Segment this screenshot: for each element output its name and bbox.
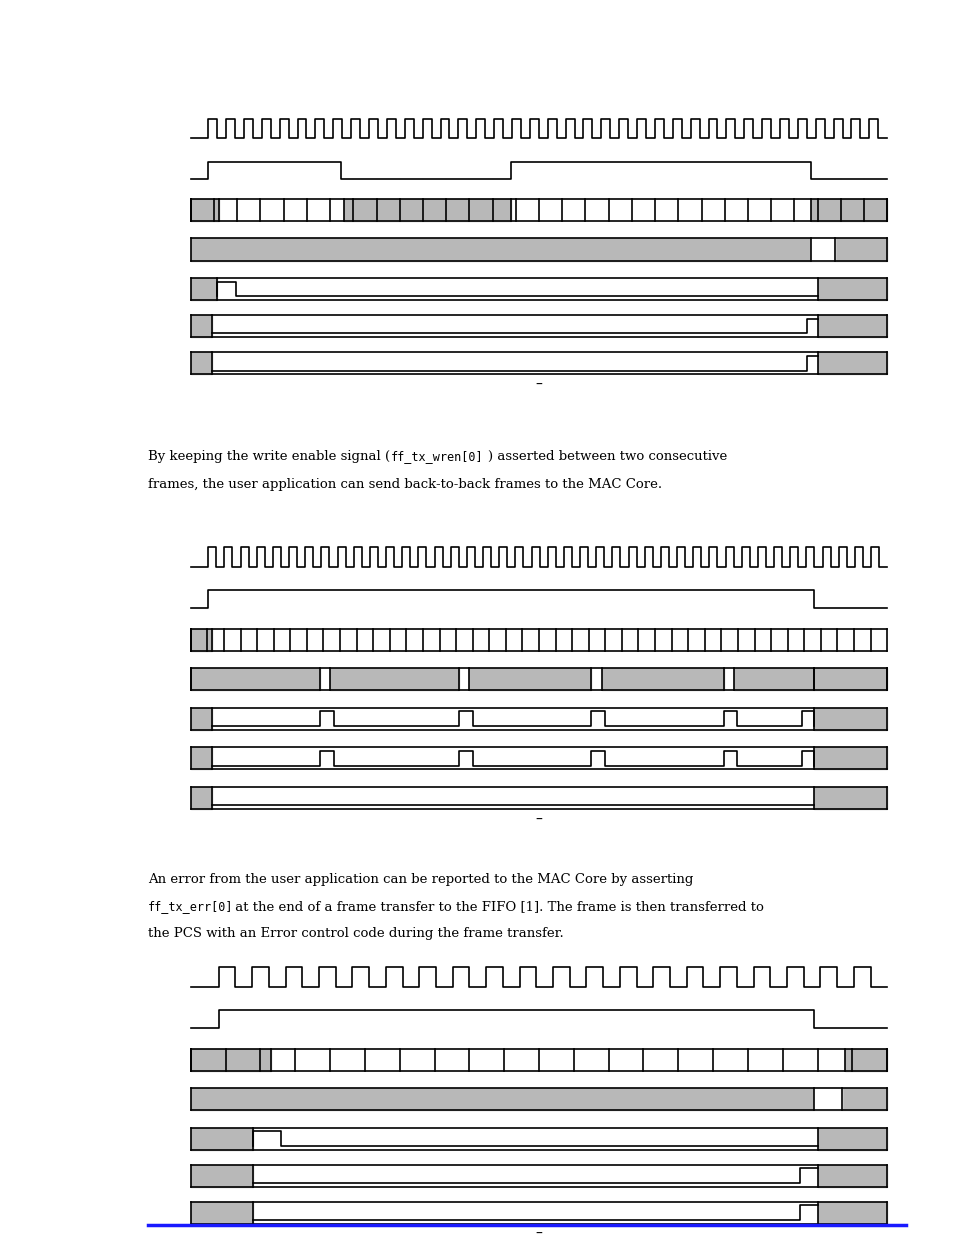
Bar: [191, 708, 212, 730]
Bar: [813, 747, 886, 769]
Bar: [191, 629, 212, 651]
Text: By keeping the write enable signal (: By keeping the write enable signal (: [148, 451, 390, 463]
Text: An error from the user application can be reported to the MAC Core by asserting: An error from the user application can b…: [148, 873, 693, 885]
Bar: [191, 315, 212, 337]
Bar: [469, 668, 591, 690]
Bar: [191, 199, 886, 221]
Bar: [817, 352, 886, 374]
Text: –: –: [535, 378, 542, 393]
Bar: [191, 629, 886, 651]
Text: –: –: [535, 1226, 542, 1235]
Bar: [813, 1088, 841, 1110]
Bar: [191, 787, 212, 809]
Bar: [191, 1165, 253, 1187]
Bar: [810, 199, 886, 221]
Bar: [191, 668, 319, 690]
Bar: [817, 1202, 886, 1224]
Text: –: –: [535, 813, 542, 827]
Bar: [813, 708, 886, 730]
Bar: [191, 1049, 271, 1071]
Bar: [191, 1049, 886, 1071]
Bar: [191, 747, 212, 769]
Bar: [191, 199, 218, 221]
Bar: [191, 1202, 253, 1224]
Text: ff_tx_err[0]: ff_tx_err[0]: [148, 900, 233, 913]
Text: frames, the user application can send back-to-back frames to the MAC Core.: frames, the user application can send ba…: [148, 478, 661, 490]
Bar: [191, 1128, 253, 1150]
Bar: [191, 668, 886, 690]
Bar: [191, 352, 212, 374]
Bar: [817, 1128, 886, 1150]
Text: ff_tx_wren[0]: ff_tx_wren[0]: [391, 451, 483, 463]
Bar: [810, 238, 834, 261]
Bar: [191, 1088, 886, 1110]
Bar: [344, 199, 511, 221]
Bar: [817, 278, 886, 300]
Bar: [813, 787, 886, 809]
Bar: [817, 315, 886, 337]
Bar: [817, 1165, 886, 1187]
Bar: [330, 668, 458, 690]
Text: ) asserted between two consecutive: ) asserted between two consecutive: [488, 451, 727, 463]
Text: the PCS with an Error control code during the frame transfer.: the PCS with an Error control code durin…: [148, 927, 563, 940]
Bar: [844, 1049, 886, 1071]
Bar: [733, 668, 813, 690]
Bar: [813, 668, 886, 690]
Bar: [191, 238, 886, 261]
Bar: [601, 668, 722, 690]
Bar: [191, 278, 217, 300]
Text: at the end of a frame transfer to the FIFO [1]. The frame is then transferred to: at the end of a frame transfer to the FI…: [231, 900, 763, 913]
